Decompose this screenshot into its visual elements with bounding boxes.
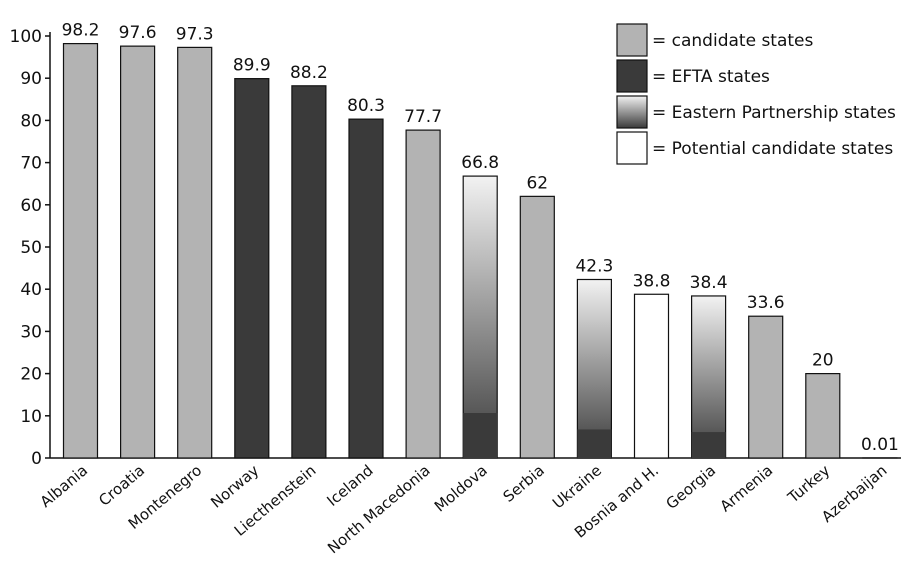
bar-montenegro — [177, 46, 213, 459]
value-label: 62 — [526, 173, 548, 193]
legend-swatch-efta — [616, 59, 648, 93]
legend-swatch-potential — [616, 131, 648, 165]
x-tick-label: Turkey — [784, 461, 834, 507]
y-tick-label: 80 — [20, 111, 42, 131]
value-label: 66.8 — [461, 153, 499, 173]
x-tick-label: Ukraine — [549, 461, 605, 512]
y-tick-label: 40 — [20, 280, 42, 300]
x-tick-label: Moldova — [431, 461, 491, 515]
bar-base-shade — [463, 413, 498, 458]
bar-iceland — [348, 118, 384, 459]
value-label: 42.3 — [575, 256, 613, 276]
value-label: 80.3 — [347, 96, 385, 116]
x-tick-label: Norway — [207, 461, 262, 511]
x-tick-label: Serbia — [500, 461, 548, 506]
bar-armenia — [748, 315, 784, 459]
y-tick-label: 60 — [20, 196, 42, 216]
bar-liecthenstein — [291, 85, 327, 459]
bar-bosnia-and-h — [633, 293, 670, 459]
y-tick-label: 90 — [20, 69, 42, 89]
value-label: 38.4 — [690, 273, 728, 293]
bar-base-shade — [691, 432, 726, 458]
legend-label-candidate: = candidate states — [652, 31, 814, 51]
x-tick-label: Iceland — [323, 461, 376, 510]
value-label: 0.01 — [861, 435, 899, 455]
value-label: 98.2 — [62, 21, 100, 41]
bar-croatia — [119, 45, 156, 459]
bar-georgia — [690, 295, 727, 459]
x-tick-label: Georgia — [663, 461, 720, 513]
bar-north-macedonia — [405, 129, 441, 459]
bars: 98.2 97.6 97.3 89.9 88.2 80.3 77.7 66.8 62 42.3 38… — [62, 21, 899, 459]
legend-swatch-candidate — [616, 23, 648, 57]
value-label: 33.6 — [747, 293, 785, 313]
y-tick-label: 100 — [10, 27, 42, 47]
bar-turkey — [805, 373, 841, 459]
y-tick-label: 30 — [20, 322, 42, 342]
value-label: 88.2 — [290, 63, 328, 83]
value-label: 97.3 — [176, 24, 214, 44]
value-label: 20 — [812, 351, 834, 371]
legend-swatch-eastern — [616, 95, 648, 129]
legend-label-eastern: = Eastern Partnership states — [652, 103, 896, 123]
bar-norway — [234, 78, 270, 459]
y-tick-label: 20 — [20, 365, 42, 385]
legend: = candidate states = EFTA states = Eastern… — [616, 23, 896, 165]
value-label: 89.9 — [233, 56, 271, 76]
x-tick-label: Croatia — [95, 461, 148, 509]
y-tick-label: 50 — [20, 238, 42, 258]
y-tick-label: 0 — [31, 449, 42, 469]
y-tick-label: 10 — [20, 407, 42, 427]
legend-label-potential: = Potential candidate states — [652, 139, 893, 159]
value-label: 38.8 — [633, 271, 671, 291]
x-tick-label: Albania — [37, 461, 91, 511]
bar-moldova — [462, 175, 498, 459]
x-tick-label: North Macedonia — [324, 461, 434, 557]
bar-serbia — [519, 195, 555, 459]
value-label: 77.7 — [404, 107, 442, 127]
value-label: 97.6 — [119, 23, 157, 43]
bar-base-shade — [577, 429, 612, 458]
x-tick-label: Armenia — [717, 461, 777, 515]
bar-albania — [62, 42, 99, 459]
y-tick-label: 70 — [20, 154, 42, 174]
legend-label-efta: = EFTA states — [652, 67, 770, 87]
